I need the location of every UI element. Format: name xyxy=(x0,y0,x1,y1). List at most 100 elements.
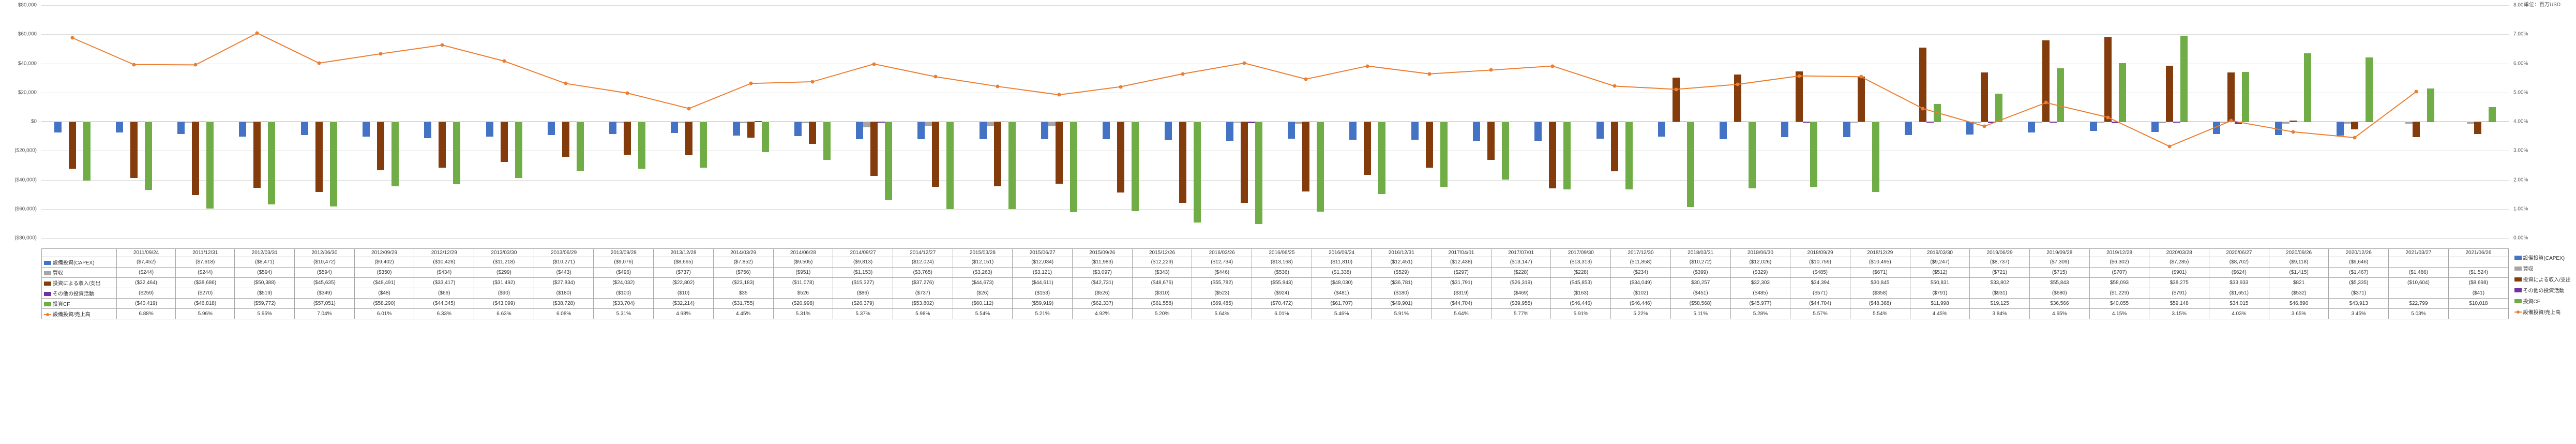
table-period-header: 2015/09/26 xyxy=(1072,249,1132,257)
table-cell: ($100) xyxy=(594,288,654,299)
table-cell: ($163) xyxy=(1551,288,1611,299)
bar-投資CF xyxy=(2119,63,2126,122)
table-cell: 6.88% xyxy=(117,309,176,319)
bar-投資CF xyxy=(823,122,831,160)
table-cell: ($9,076) xyxy=(594,257,654,268)
table-cell: ($33,417) xyxy=(414,278,474,288)
line-point xyxy=(441,43,444,47)
table-period-header: 2014/09/27 xyxy=(833,249,893,257)
table-cell: 5.96% xyxy=(176,309,235,319)
table-cell: ($523) xyxy=(1192,288,1252,299)
table-cell: ($11,858) xyxy=(1611,257,1671,268)
table-cell: ($42,731) xyxy=(1072,278,1132,288)
table-cell: $46,896 xyxy=(2269,299,2329,309)
bar-買収 xyxy=(987,122,994,126)
table-cell: ($62,337) xyxy=(1072,299,1132,309)
line-point xyxy=(1489,68,1493,72)
line-point xyxy=(1304,77,1308,81)
line-point xyxy=(1366,64,1369,68)
bar-投資CF xyxy=(1934,104,1941,122)
table-cell: ($31,492) xyxy=(474,278,534,288)
bar-設備投資(CAPEX) xyxy=(794,122,802,136)
right-legend-item: 設備投資(CAPEX) xyxy=(2514,254,2571,261)
table-cell: ($50,388) xyxy=(235,278,295,288)
table-cell: ($153) xyxy=(1013,288,1073,299)
table-cell: 5.31% xyxy=(773,309,833,319)
table-cell: 6.63% xyxy=(474,309,534,319)
bar-投資CF xyxy=(1563,122,1571,189)
table-cell: ($46,818) xyxy=(176,299,235,309)
table-period-header: 2014/06/28 xyxy=(773,249,833,257)
table-cell: ($7,618) xyxy=(176,257,235,268)
line-point xyxy=(502,60,506,63)
table-cell: 5.03% xyxy=(2389,309,2449,319)
bar-投資CF xyxy=(515,122,522,178)
bar-投資による収入/支出 xyxy=(1673,78,1680,122)
bar-投資CF xyxy=(762,122,769,152)
table-cell: ($5,335) xyxy=(2329,278,2389,288)
table-cell: ($526) xyxy=(1072,288,1132,299)
table-cell: 4.15% xyxy=(2089,309,2149,319)
line-point xyxy=(872,62,876,66)
bar-投資CF xyxy=(1070,122,1077,212)
line-point xyxy=(2167,144,2171,148)
table-cell: ($180) xyxy=(1372,288,1432,299)
table-cell: $19,125 xyxy=(1970,299,2030,309)
bar-設備投資(CAPEX) xyxy=(1843,122,1850,137)
table-cell: ($90) xyxy=(474,288,534,299)
line-point xyxy=(749,82,752,85)
table-cell: ($791) xyxy=(1910,288,1970,299)
table-cell: ($7,452) xyxy=(117,257,176,268)
table-cell: 5.21% xyxy=(1013,309,1073,319)
table-cell: ($15,327) xyxy=(833,278,893,288)
table-cell: ($9,813) xyxy=(833,257,893,268)
bar-その他の投資活動 xyxy=(755,121,762,122)
bar-設備投資(CAPEX) xyxy=(1165,122,1172,140)
table-period-header: 2021/03/27 xyxy=(2389,249,2449,257)
table-cell: 5.11% xyxy=(1670,309,1730,319)
table-cell: ($53,802) xyxy=(893,299,953,309)
bar-投資による収入/支出 xyxy=(1611,122,1618,171)
bar-投資による収入/支出 xyxy=(1858,77,1865,122)
table-cell: ($48,676) xyxy=(1132,278,1192,288)
table-period-header: 2019/03/30 xyxy=(1910,249,1970,257)
table-cell: $59,148 xyxy=(2149,299,2209,309)
table-cell: ($594) xyxy=(235,268,295,278)
line-point xyxy=(317,61,321,65)
table-cell: ($3,765) xyxy=(893,268,953,278)
table-period-header: 2012/06/30 xyxy=(295,249,355,257)
table-cell: ($481) xyxy=(1312,288,1372,299)
table-cell: ($443) xyxy=(534,268,594,278)
table-cell: $11,998 xyxy=(1910,299,1970,309)
table-cell: 4.03% xyxy=(2209,309,2269,319)
axis-unit-label: 単位：百万USD xyxy=(2524,0,2560,8)
table-cell: ($32,464) xyxy=(117,278,176,288)
table-cell: ($571) xyxy=(1790,288,1850,299)
table-cell: $34,015 xyxy=(2209,299,2269,309)
table-period-header: 2014/12/27 xyxy=(893,249,953,257)
table-period-header: 2017/09/30 xyxy=(1551,249,1611,257)
table-cell: ($70,472) xyxy=(1252,299,1312,309)
bar-その他の投資活動 xyxy=(2235,122,2242,124)
bar-投資による収入/支出 xyxy=(2104,37,2112,122)
bar-投資による収入/支出 xyxy=(253,122,261,188)
table-cell: ($512) xyxy=(1910,268,1970,278)
table-cell: 5.46% xyxy=(1312,309,1372,319)
table-cell: ($310) xyxy=(1132,288,1192,299)
table-cell: 3.45% xyxy=(2329,309,2389,319)
table-cell: ($594) xyxy=(295,268,355,278)
table-cell: ($43,099) xyxy=(474,299,534,309)
table-cell: $821 xyxy=(2269,278,2329,288)
line-point xyxy=(2353,136,2356,139)
table-cell: ($57,051) xyxy=(295,299,355,309)
bar-投資CF xyxy=(2057,68,2064,122)
table-row-header: 設備投資(CAPEX) xyxy=(42,257,117,268)
bar-買収 xyxy=(802,122,809,123)
table-period-header: 2011/09/24 xyxy=(117,249,176,257)
table-cell: ($33,704) xyxy=(594,299,654,309)
bar-設備投資(CAPEX) xyxy=(239,122,246,137)
table-cell: ($358) xyxy=(1850,288,1910,299)
table-cell: ($58,568) xyxy=(1670,299,1730,309)
line-point xyxy=(2415,90,2418,94)
bar-投資CF xyxy=(577,122,584,171)
